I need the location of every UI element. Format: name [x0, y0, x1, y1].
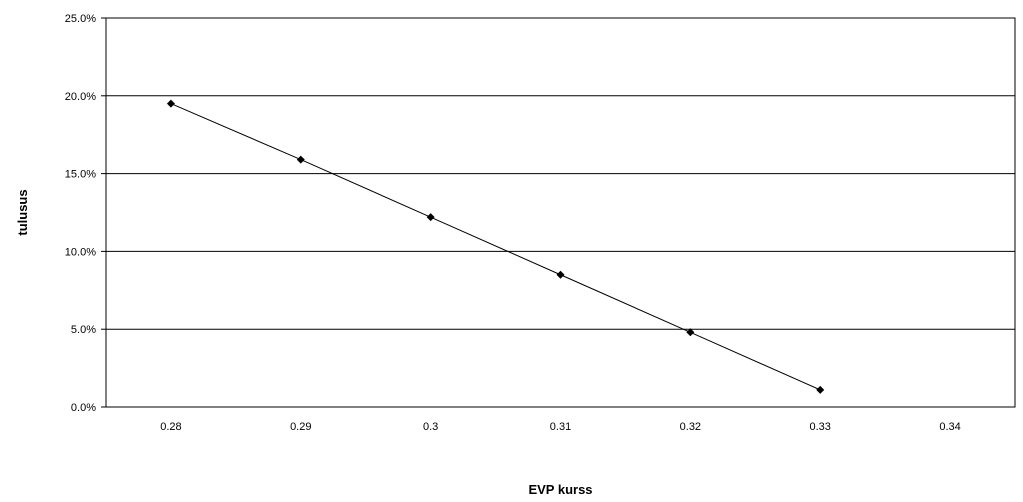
x-tick-label: 0.34 — [939, 421, 960, 433]
y-axis-tick-labels: 0.0% 5.0% 10.0% 15.0% 20.0% 25.0% — [65, 13, 106, 414]
x-tick-label: 0.32 — [680, 421, 701, 433]
data-point-marker — [426, 213, 435, 222]
data-point-marker — [296, 155, 305, 164]
x-axis-tick-labels: 0.28 0.29 0.3 0.31 0.32 0.33 0.34 — [160, 421, 961, 433]
data-point-marker — [686, 328, 695, 337]
y-axis-title: tulusus — [15, 189, 30, 235]
x-tick-label: 0.28 — [160, 421, 181, 433]
y-tick-label: 20.0% — [65, 91, 96, 103]
y-tick-label: 15.0% — [65, 169, 96, 181]
y-tick-label: 10.0% — [65, 246, 96, 258]
gridlines — [106, 95, 1015, 330]
y-tick-label: 5.0% — [71, 324, 96, 336]
data-point-marker — [166, 99, 175, 108]
x-axis-title: EVP kurss — [528, 482, 592, 497]
data-point-marker — [816, 385, 825, 394]
y-tick-label: 0.0% — [71, 402, 96, 414]
x-tick-label: 0.33 — [810, 421, 831, 433]
data-point-marker — [556, 270, 565, 279]
x-tick-label: 0.3 — [423, 421, 438, 433]
x-tick-label: 0.29 — [290, 421, 311, 433]
series-line — [170, 103, 821, 391]
series-layer — [166, 99, 825, 394]
x-tick-label: 0.31 — [550, 421, 571, 433]
plot-area-frame — [105, 17, 1016, 408]
y-tick-label: 25.0% — [65, 13, 96, 25]
